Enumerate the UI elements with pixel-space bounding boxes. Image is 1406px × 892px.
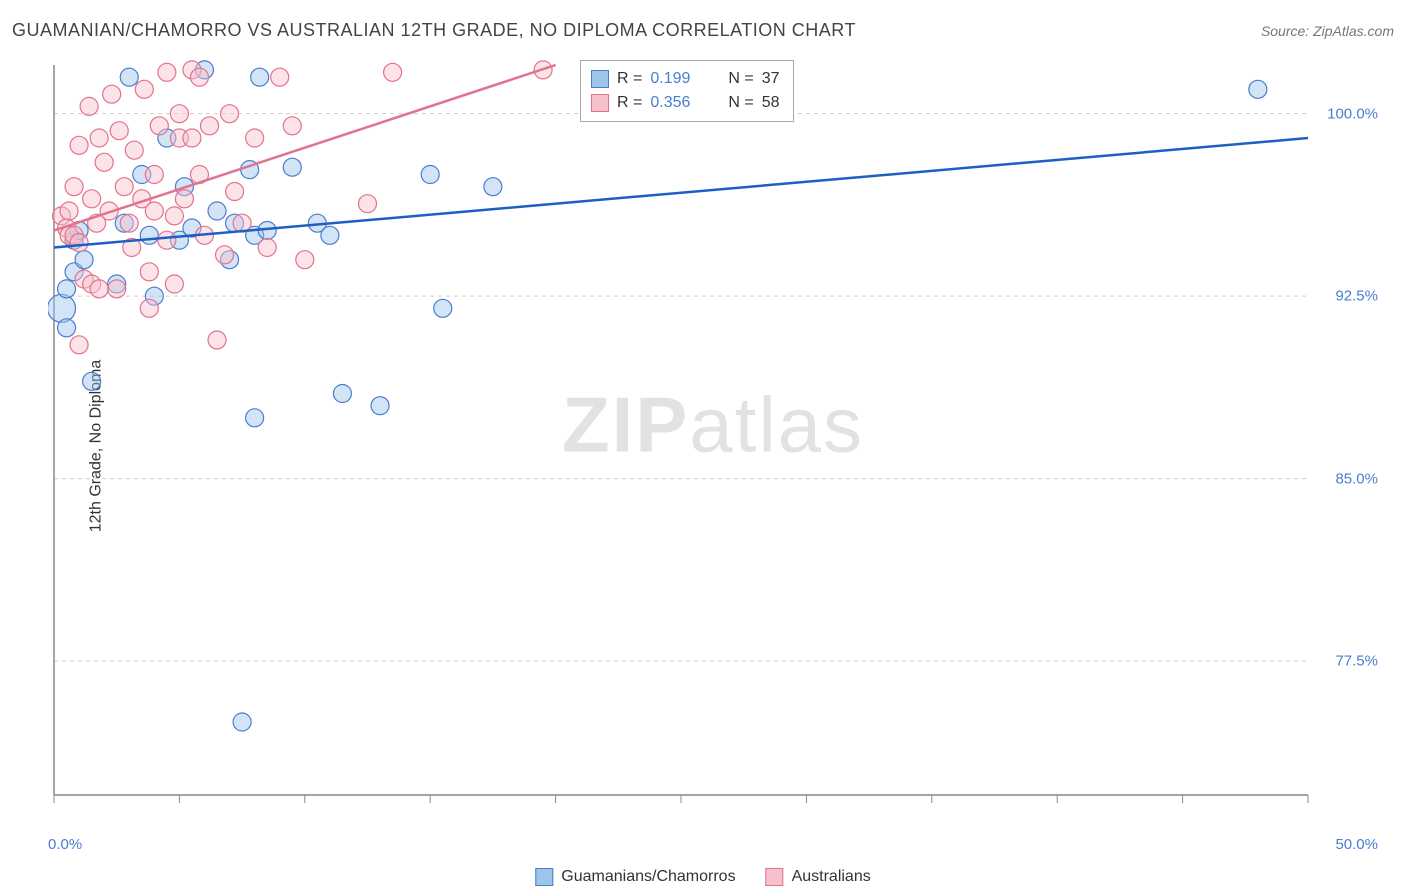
n-label: N = <box>728 91 753 115</box>
data-point <box>190 68 208 86</box>
data-point <box>271 68 289 86</box>
data-point <box>175 190 193 208</box>
data-point <box>120 214 138 232</box>
data-point <box>359 195 377 213</box>
legend-swatch-icon <box>766 868 784 886</box>
data-point <box>170 105 188 123</box>
y-tick-label: 77.5% <box>1335 653 1378 670</box>
data-point <box>216 246 234 264</box>
legend-series-label: Guamanians/Chamorros <box>561 868 735 886</box>
data-point <box>150 117 168 135</box>
x-tick-label: 50.0% <box>1335 836 1378 853</box>
data-point <box>145 202 163 220</box>
data-point <box>321 226 339 244</box>
r-value: 0.356 <box>650 91 710 115</box>
n-label: N = <box>728 67 753 91</box>
data-point <box>208 331 226 349</box>
data-point <box>70 136 88 154</box>
data-point <box>120 68 138 86</box>
data-point <box>80 97 98 115</box>
data-point <box>108 280 126 298</box>
legend-item: Guamanians/Chamorros <box>535 868 735 886</box>
data-point <box>48 294 76 322</box>
data-point <box>221 105 239 123</box>
legend-swatch-icon <box>591 94 609 112</box>
data-point <box>371 397 389 415</box>
data-point <box>165 275 183 293</box>
x-tick-label: 0.0% <box>48 836 82 853</box>
data-point <box>145 166 163 184</box>
legend-swatch-icon <box>591 70 609 88</box>
data-point <box>183 129 201 147</box>
n-value: 58 <box>762 91 780 115</box>
data-point <box>95 153 113 171</box>
data-point <box>70 234 88 252</box>
scatter-plot-svg <box>48 55 1378 825</box>
data-point <box>296 251 314 269</box>
data-point <box>90 280 108 298</box>
y-tick-label: 85.0% <box>1335 470 1378 487</box>
correlation-stats-legend: R = 0.199 N = 37 R = 0.356 N = 58 <box>580 60 794 122</box>
data-point <box>60 202 78 220</box>
data-point <box>484 178 502 196</box>
y-tick-label: 100.0% <box>1327 105 1378 122</box>
data-point <box>226 183 244 201</box>
data-point <box>233 713 251 731</box>
y-tick-label: 92.5% <box>1335 288 1378 305</box>
r-label: R = <box>617 91 642 115</box>
data-point <box>246 129 264 147</box>
data-point <box>283 117 301 135</box>
data-point <box>200 117 218 135</box>
data-point <box>110 122 128 140</box>
data-point <box>384 63 402 81</box>
chart-title: GUAMANIAN/CHAMORRO VS AUSTRALIAN 12TH GR… <box>12 20 856 41</box>
n-value: 37 <box>762 67 780 91</box>
data-point <box>115 178 133 196</box>
legend-row: R = 0.356 N = 58 <box>591 91 779 115</box>
data-point <box>165 207 183 225</box>
data-point <box>58 280 76 298</box>
data-point <box>103 85 121 103</box>
data-point <box>140 263 158 281</box>
data-point <box>83 190 101 208</box>
legend-row: R = 0.199 N = 37 <box>591 67 779 91</box>
data-point <box>83 372 101 390</box>
data-point <box>65 178 83 196</box>
data-point <box>140 299 158 317</box>
data-point <box>246 409 264 427</box>
data-point <box>158 63 176 81</box>
data-point <box>208 202 226 220</box>
data-point <box>90 129 108 147</box>
data-point <box>434 299 452 317</box>
data-point <box>258 239 276 257</box>
source-attribution: Source: ZipAtlas.com <box>1261 23 1394 39</box>
data-point <box>75 251 93 269</box>
legend-series-label: Australians <box>792 868 871 886</box>
legend-item: Australians <box>766 868 871 886</box>
data-point <box>135 80 153 98</box>
data-point <box>283 158 301 176</box>
data-point <box>251 68 269 86</box>
data-point <box>140 226 158 244</box>
data-point <box>70 336 88 354</box>
r-label: R = <box>617 67 642 91</box>
data-point <box>421 166 439 184</box>
chart-plot-area: ZIPatlas R =0.199N =37R =0.356N =58 77.5… <box>48 55 1378 825</box>
data-point <box>1249 80 1267 98</box>
r-value: 0.199 <box>650 67 710 91</box>
legend-swatch-icon <box>535 868 553 886</box>
data-point <box>333 385 351 403</box>
data-point <box>125 141 143 159</box>
title-bar: GUAMANIAN/CHAMORRO VS AUSTRALIAN 12TH GR… <box>12 20 1394 41</box>
series-legend: Guamanians/Chamorros Australians <box>535 868 870 886</box>
data-point <box>58 319 76 337</box>
data-point <box>158 231 176 249</box>
